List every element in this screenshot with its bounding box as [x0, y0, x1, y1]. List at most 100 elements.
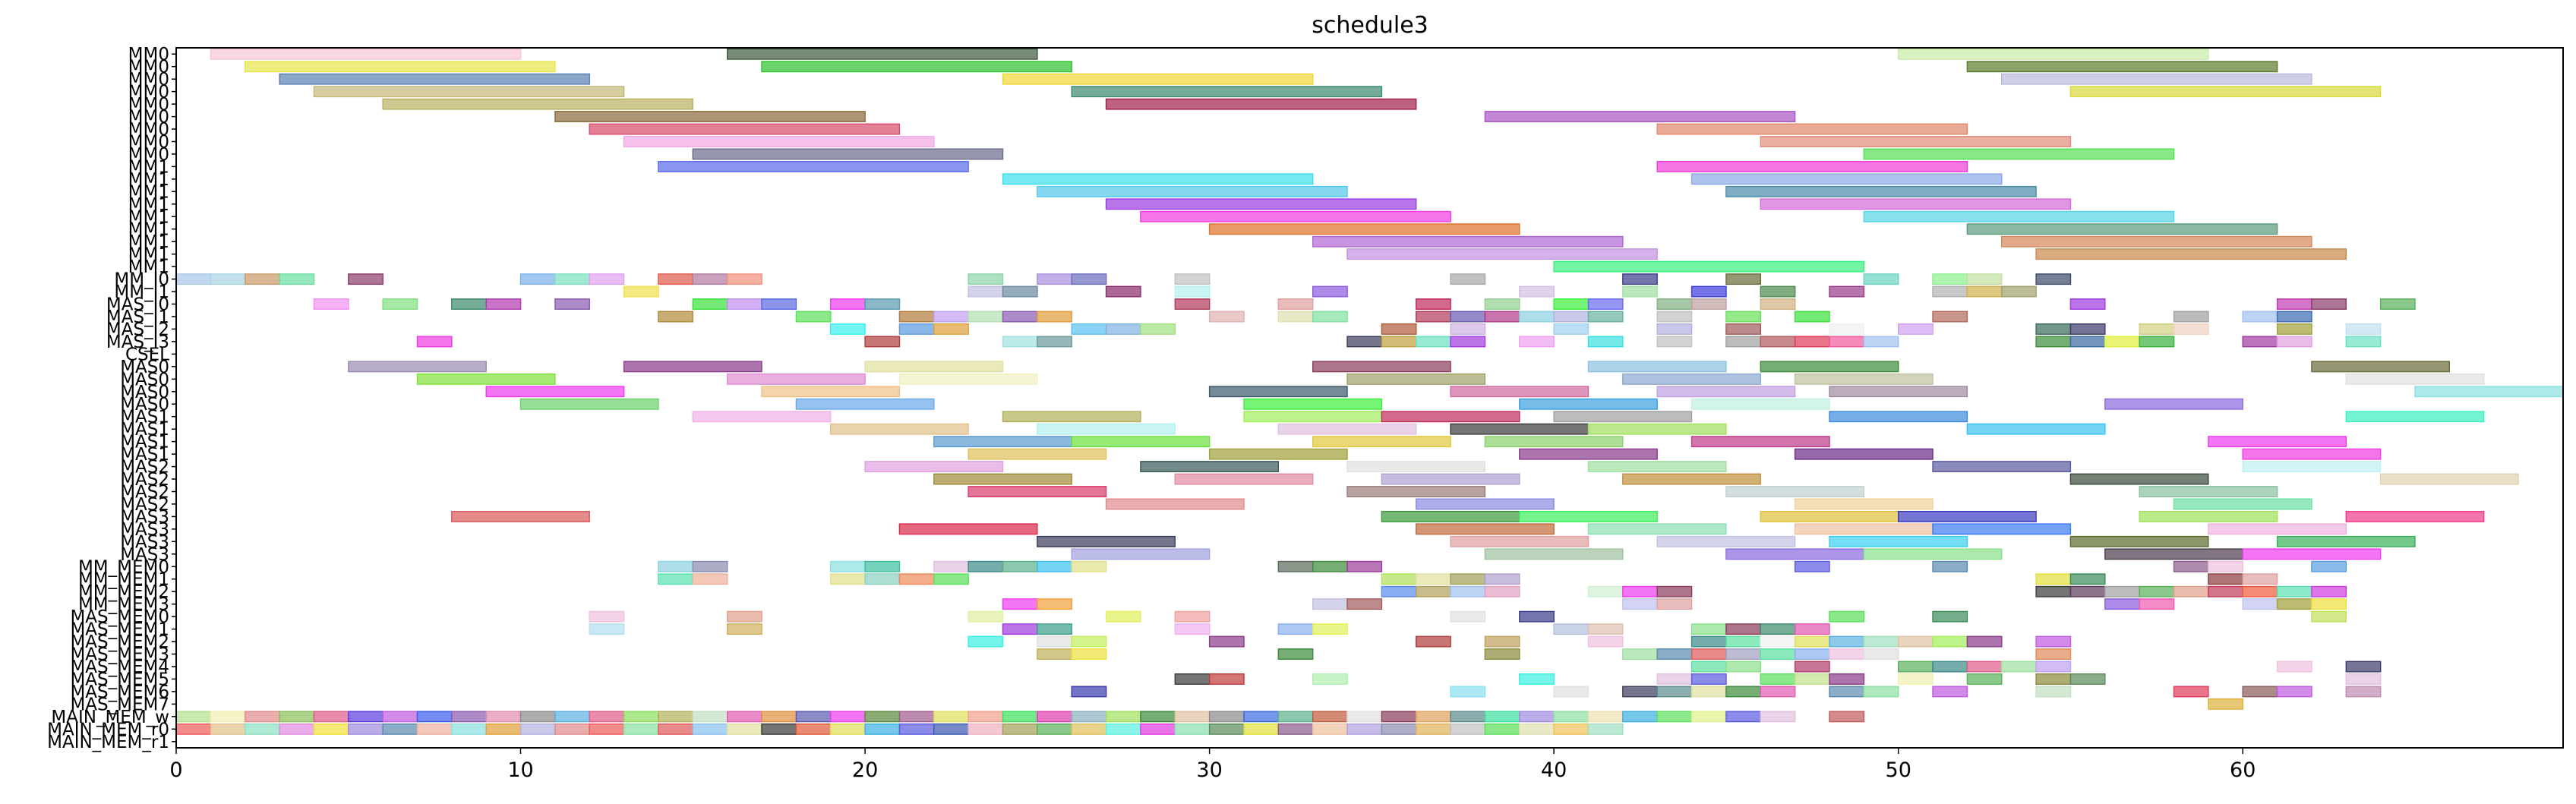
gantt-bar [1450, 723, 1486, 735]
gantt-bar [1690, 648, 1727, 660]
y-tick-label: MAS_I3 [106, 333, 169, 352]
gantt-bar [623, 361, 762, 373]
gantt-bar [1587, 461, 1727, 472]
gantt-bar [348, 273, 384, 285]
y-tick-label: MAS0 [120, 383, 169, 402]
y-tick-label: MM0 [128, 108, 169, 128]
gantt-bar [1140, 323, 1176, 335]
gantt-bar [2345, 661, 2382, 673]
gantt-bar [898, 723, 935, 735]
y-tick-label: MAS_MEM0 [70, 607, 169, 627]
gantt-bar [2035, 648, 2072, 660]
gantt-bar [1484, 111, 1796, 123]
gantt-bar [1725, 336, 1761, 348]
gantt-bar [1932, 686, 1968, 698]
gantt-bar [1071, 686, 1107, 698]
gantt-bar [1553, 311, 1589, 323]
gantt-bar [1208, 448, 1348, 460]
gantt-bar [1071, 648, 1107, 660]
gantt-bar [1312, 598, 1348, 610]
gantt-bar [2311, 610, 2347, 623]
gantt-bar [2035, 673, 2072, 685]
gantt-bar [313, 298, 349, 310]
gantt-bar [2276, 535, 2416, 547]
gantt-bar [2035, 323, 2072, 335]
gantt-bar [485, 298, 522, 310]
gantt-bar [968, 610, 1004, 623]
gantt-bar [2035, 686, 2072, 698]
gantt-bar [589, 711, 625, 723]
gantt-bar [1897, 673, 1934, 685]
y-tick-label: MAS_I1 [106, 307, 169, 327]
gantt-bar [1829, 711, 1865, 723]
gantt-bar [1174, 473, 1314, 485]
gantt-bar [1519, 511, 1658, 522]
gantt-bar [1656, 648, 1693, 660]
gantt-bar [1760, 635, 1796, 648]
gantt-bar [1450, 686, 1486, 698]
gantt-bar [1897, 511, 2037, 522]
gantt-bar [2139, 336, 2175, 348]
gantt-bar [2069, 298, 2106, 310]
gantt-bar [1725, 273, 1761, 285]
y-tick-label: MAS1 [120, 420, 169, 440]
gantt-bar [1277, 560, 1314, 572]
gantt-bar [1071, 635, 1107, 648]
gantt-bar [658, 160, 969, 172]
gantt-bar [1174, 623, 1211, 635]
gantt-bar [1450, 273, 1486, 285]
gantt-bar [1519, 311, 1555, 323]
gantt-bar [1553, 623, 1589, 635]
gantt-bar [1037, 648, 1072, 660]
gantt-bar [1037, 598, 1072, 610]
gantt-bar [2069, 573, 2106, 585]
gantt-bar [933, 560, 969, 572]
gantt-bar [485, 723, 522, 735]
gantt-bar [1415, 635, 1451, 648]
gantt-bar [348, 361, 487, 373]
gantt-bar [210, 711, 246, 723]
gantt-bar [1037, 711, 1072, 723]
gantt-bar [2242, 461, 2382, 472]
gantt-bar [2345, 511, 2485, 522]
gantt-bar [1071, 548, 1211, 560]
gantt-bar [1932, 285, 1968, 298]
gantt-bar [1897, 661, 1934, 673]
gantt-bar [451, 511, 590, 522]
gantt-bar [1312, 235, 1624, 248]
gantt-bar [761, 723, 797, 735]
gantt-bar [348, 723, 384, 735]
gantt-bar [210, 723, 246, 735]
gantt-bar [1037, 623, 1072, 635]
gantt-bar [1140, 461, 1280, 472]
gantt-bar [1725, 311, 1761, 323]
gantt-bar [1966, 223, 2278, 235]
y-tick-label: MAS1 [120, 445, 169, 465]
gantt-bar [2311, 598, 2347, 610]
y-tick-label: MM1 [128, 245, 169, 265]
gantt-bar [2208, 560, 2243, 572]
y-tick-label: MM0 [128, 133, 169, 153]
gantt-bar [1519, 711, 1555, 723]
gantt-bar [1553, 260, 1864, 273]
gantt-bar [279, 711, 315, 723]
y-tick-label: MM1 [128, 207, 169, 227]
gantt-bar [1450, 711, 1486, 723]
gantt-bar [1450, 336, 1486, 348]
gantt-bar [1002, 173, 1314, 185]
gantt-bar [245, 273, 280, 285]
gantt-bar [1725, 486, 1864, 497]
gantt-bar [1794, 373, 1934, 385]
gantt-bar [623, 723, 659, 735]
gantt-bar [519, 711, 556, 723]
x-tick-label: 10 [507, 758, 533, 782]
gantt-bar [348, 711, 384, 723]
gantt-bar [1174, 298, 1211, 310]
gantt-bar [1312, 623, 1348, 635]
gantt-bar [1346, 598, 1383, 610]
gantt-bar [1415, 523, 1555, 535]
gantt-bar [795, 723, 832, 735]
gantt-bar [554, 711, 591, 723]
gantt-bar [1174, 723, 1211, 735]
